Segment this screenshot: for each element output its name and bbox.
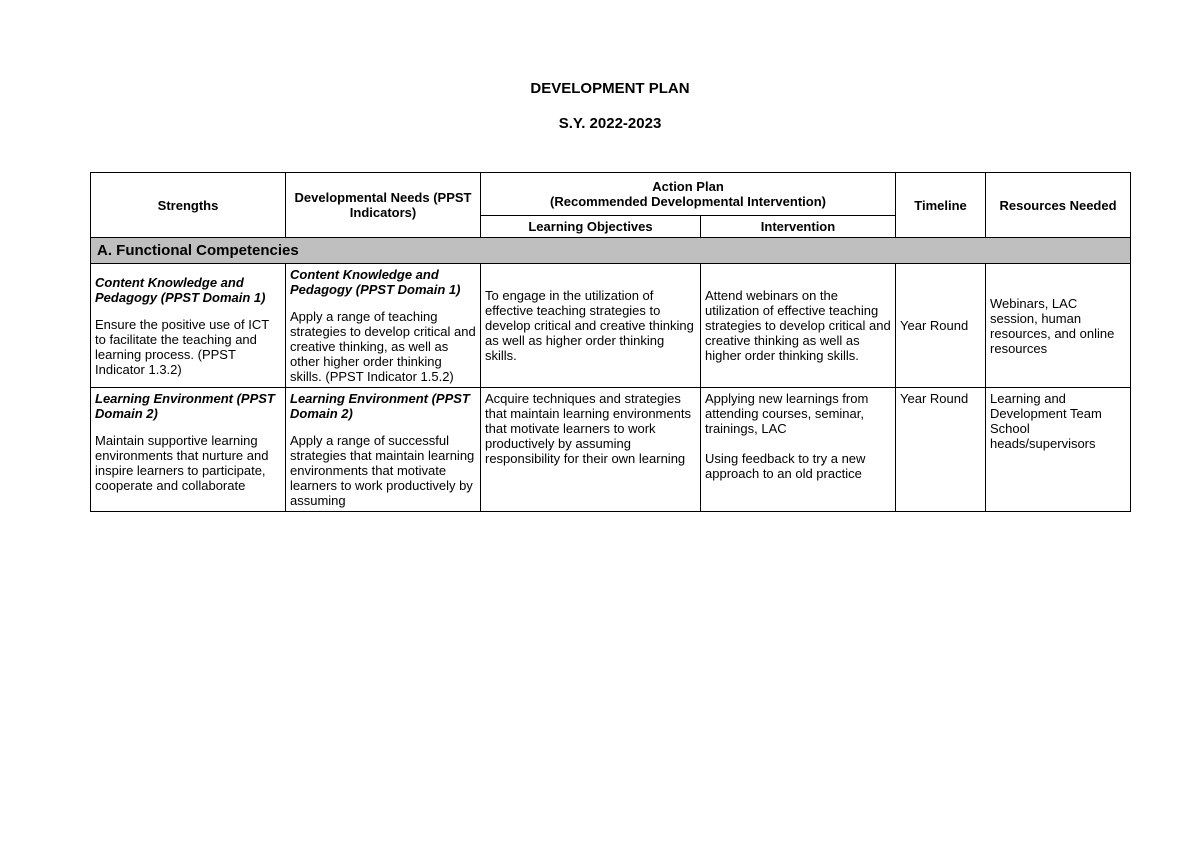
- strengths-title: Learning Environment (PPST Domain 2): [95, 391, 281, 421]
- document-page: DEVELOPMENT PLAN S.Y. 2022-2023 Strength…: [0, 0, 1200, 512]
- section-a-row: A. Functional Competencies: [91, 238, 1131, 264]
- strengths-body: Ensure the positive use of ICT to facili…: [95, 317, 269, 377]
- col-header-resources: Resources Needed: [986, 173, 1131, 238]
- section-a-label: A. Functional Competencies: [91, 238, 1131, 264]
- needs-body: Apply a range of teaching strategies to …: [290, 309, 476, 384]
- needs-title: Content Knowledge and Pedagogy (PPST Dom…: [290, 267, 476, 297]
- cell-objectives: To engage in the utilization of effectiv…: [481, 264, 701, 388]
- needs-title: Learning Environment (PPST Domain 2): [290, 391, 476, 421]
- col-header-objectives: Learning Objectives: [481, 216, 701, 238]
- cell-resources: Webinars, LAC session, human resources, …: [986, 264, 1131, 388]
- col-header-timeline: Timeline: [896, 173, 986, 238]
- table-row: Content Knowledge and Pedagogy (PPST Dom…: [91, 264, 1131, 388]
- col-header-needs: Developmental Needs (PPST Indicators): [286, 173, 481, 238]
- page-title: DEVELOPMENT PLAN: [90, 80, 1130, 97]
- strengths-title: Content Knowledge and Pedagogy (PPST Dom…: [95, 275, 281, 305]
- col-header-strengths: Strengths: [91, 173, 286, 238]
- table-header-row-1: Strengths Developmental Needs (PPST Indi…: [91, 173, 1131, 216]
- col-header-intervention: Intervention: [701, 216, 896, 238]
- cell-timeline: Year Round: [896, 388, 986, 512]
- cell-strengths: Content Knowledge and Pedagogy (PPST Dom…: [91, 264, 286, 388]
- page-subtitle: S.Y. 2022-2023: [90, 115, 1130, 132]
- cell-intervention: Applying new learnings from attending co…: [701, 388, 896, 512]
- cell-strengths: Learning Environment (PPST Domain 2) Mai…: [91, 388, 286, 512]
- cell-intervention: Attend webinars on the utilization of ef…: [701, 264, 896, 388]
- col-header-action-plan: Action Plan(Recommended Developmental In…: [481, 173, 896, 216]
- table-row: Learning Environment (PPST Domain 2) Mai…: [91, 388, 1131, 512]
- cell-timeline: Year Round: [896, 264, 986, 388]
- cell-needs: Learning Environment (PPST Domain 2) App…: [286, 388, 481, 512]
- development-plan-table: Strengths Developmental Needs (PPST Indi…: [90, 172, 1131, 512]
- strengths-body: Maintain supportive learning environment…: [95, 433, 268, 493]
- cell-resources: Learning and Development Team School hea…: [986, 388, 1131, 512]
- cell-objectives: Acquire techniques and strategies that m…: [481, 388, 701, 512]
- needs-body: Apply a range of successful strategies t…: [290, 433, 474, 508]
- cell-needs: Content Knowledge and Pedagogy (PPST Dom…: [286, 264, 481, 388]
